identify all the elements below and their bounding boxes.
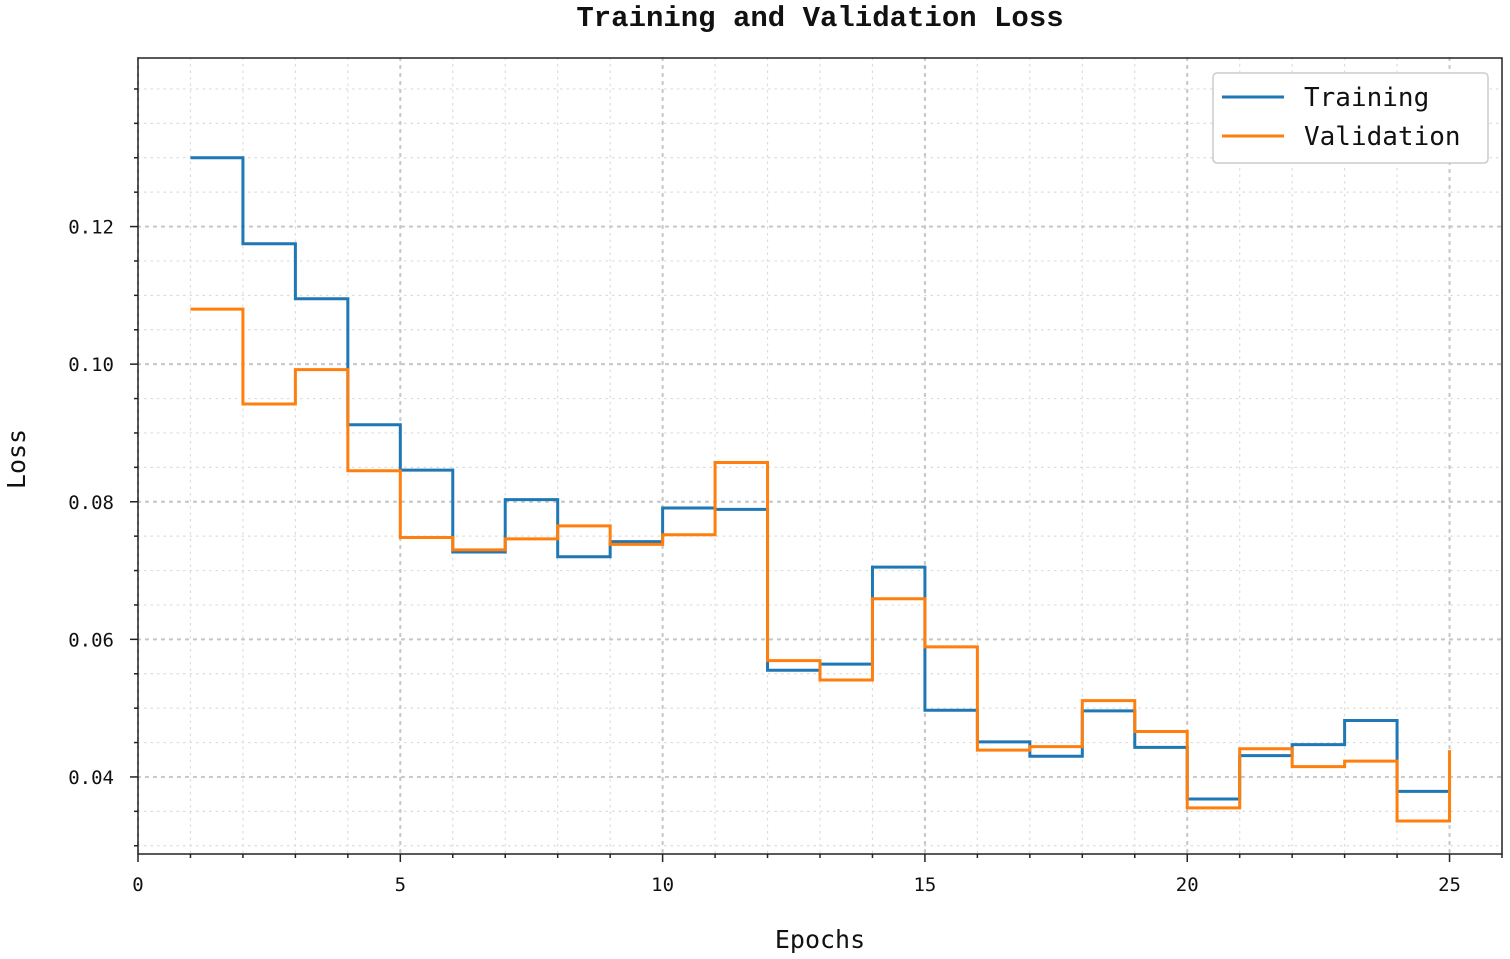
chart-title: Training and Validation Loss	[576, 2, 1063, 35]
x-tick-label: 15	[913, 874, 936, 896]
legend: Training Validation	[1212, 72, 1489, 164]
legend-label-validation: Validation	[1304, 122, 1461, 152]
grid	[136, 56, 1504, 856]
legend-label-training: Training	[1304, 83, 1429, 113]
y-axis-label: Loss	[2, 429, 31, 489]
y-tick-label: 0.04	[68, 767, 114, 789]
x-tick-label: 0	[132, 874, 143, 896]
x-tick-label: 20	[1176, 874, 1199, 896]
y-tick-label: 0.10	[68, 354, 114, 376]
axes: 0 5 10 15 20 25 0.04 0.06 0.08 0.10 0.12	[68, 88, 1503, 896]
series-line-validation	[190, 307, 1452, 823]
x-tick-label: 25	[1438, 874, 1461, 896]
x-tick-label: 5	[395, 874, 406, 896]
y-tick-label: 0.08	[68, 492, 114, 514]
plot-series	[190, 156, 1452, 823]
y-tick-label: 0.12	[68, 217, 114, 239]
y-tick-label: 0.06	[68, 629, 114, 651]
x-axis-label: Epochs	[775, 925, 865, 954]
x-tick-label: 10	[651, 874, 674, 896]
